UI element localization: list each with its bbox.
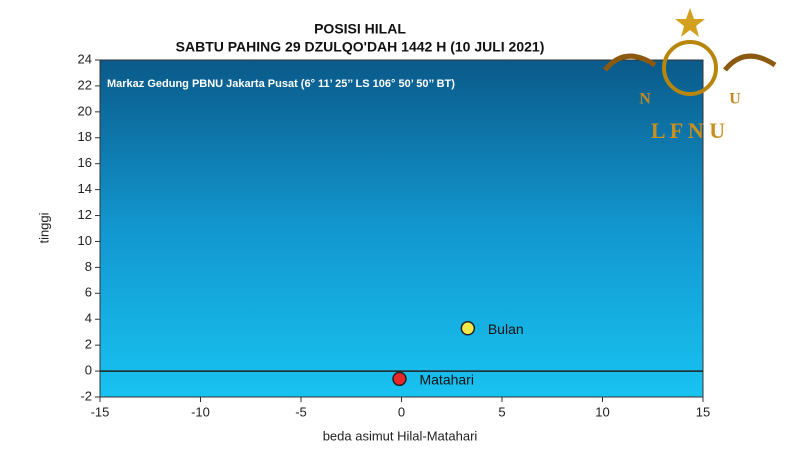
x-axis-label: beda asimut Hilal-Matahari: [323, 428, 478, 443]
y-tick-label: 20: [78, 103, 92, 118]
logo-star: [675, 8, 705, 37]
logo-letter: N: [639, 91, 651, 108]
logo-name: L F N U: [651, 118, 725, 143]
plot-area: [99, 59, 704, 398]
logo: N U L F N U: [603, 8, 777, 143]
y-tick-label: 6: [85, 285, 92, 300]
y-tick-label: 18: [78, 129, 92, 144]
y-tick-label: 10: [78, 233, 92, 248]
x-tick-label: -15: [91, 404, 110, 419]
y-tick-label: 14: [78, 181, 92, 196]
point-label: Matahari: [419, 372, 473, 388]
y-tick-label: -2: [80, 388, 92, 403]
y-tick-label: 24: [78, 51, 92, 66]
point-label: Bulan: [488, 321, 524, 337]
y-tick-label: 16: [78, 155, 92, 170]
y-axis-label: tinggi: [36, 212, 51, 243]
annotation: Markaz Gedung PBNU Jakarta Pusat (6° 11’…: [107, 78, 455, 90]
x-tick-label: -10: [191, 404, 210, 419]
y-tick-label: 2: [85, 337, 92, 352]
point: [460, 321, 476, 336]
x-tick-label: 0: [398, 404, 405, 419]
chart-subtitle: SABTU PAHING 29 DZULQO'DAH 1442 H (10 JU…: [176, 39, 545, 55]
y-tick-label: 22: [78, 77, 92, 92]
logo-calligraphy: [603, 53, 777, 72]
logo-letter: U: [729, 91, 741, 108]
point: [392, 371, 407, 387]
y-tick-label: 0: [85, 363, 92, 378]
logo-globe: [662, 40, 718, 96]
y-tick-label: 8: [85, 259, 92, 274]
x-tick-label: 15: [696, 404, 710, 419]
chart-title: POSISI HILAL: [314, 21, 406, 37]
y-tick-label: 4: [85, 311, 92, 326]
x-tick-label: 5: [498, 404, 505, 419]
x-tick-label: -5: [295, 404, 307, 419]
x-tick-label: 10: [595, 404, 609, 419]
y-tick-label: 12: [78, 207, 92, 222]
